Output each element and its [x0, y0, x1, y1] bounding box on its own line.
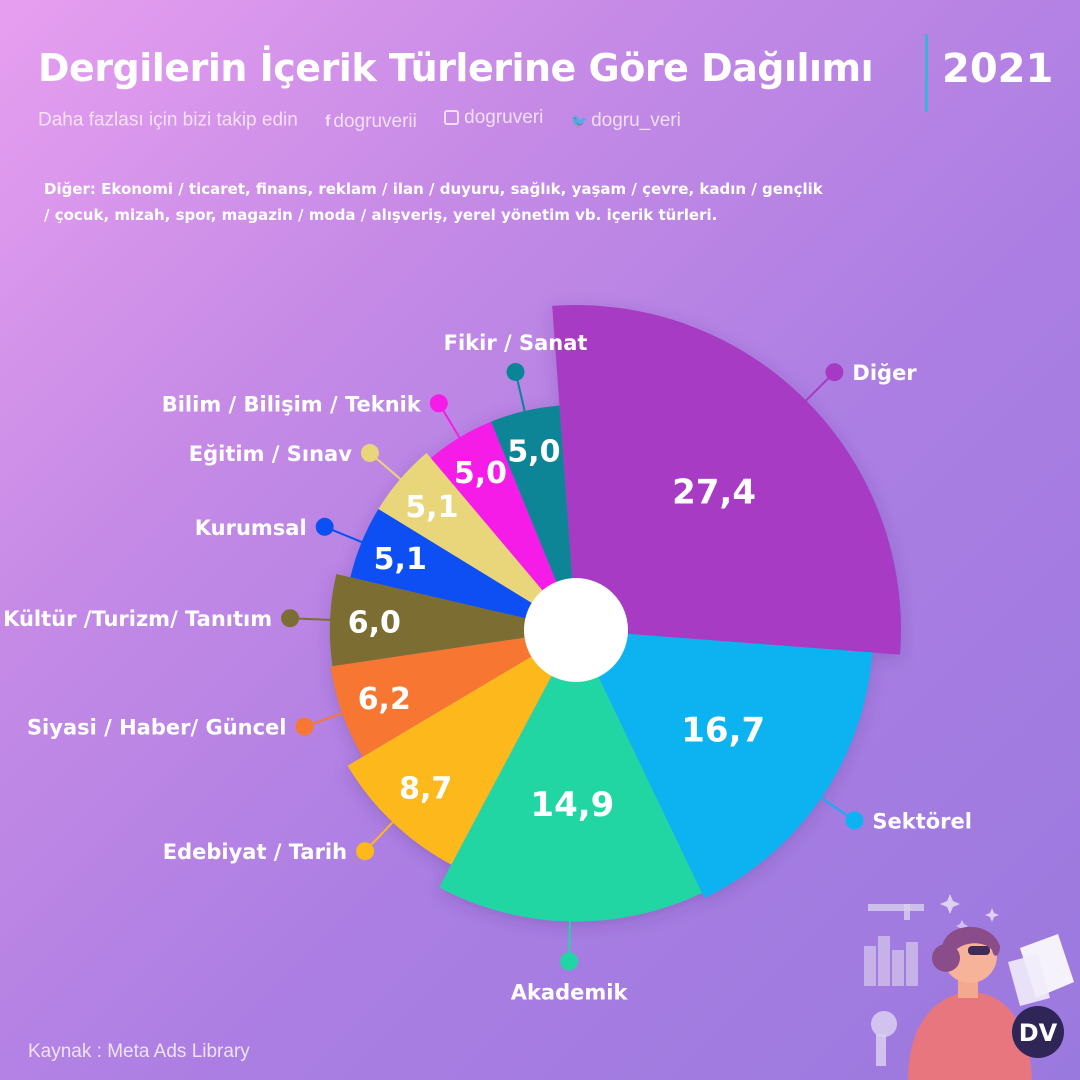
facebook-icon: f	[325, 112, 331, 130]
slice-edebiyat-tarih	[347, 630, 576, 865]
legend-dot-bilim-bili-im-teknik	[429, 394, 448, 413]
value-label-akademik: 14,9	[530, 785, 614, 825]
facebook-link[interactable]: f dogruverii	[325, 111, 417, 133]
other-category-note: Diğer: Ekonomi / ticaret, finans, reklam…	[44, 180, 823, 224]
slice-fikir-sanat	[491, 405, 576, 630]
slice-sekt-rel	[576, 630, 873, 899]
category-label-e-itim-s-nav: Eğitim / Sınav	[189, 442, 352, 466]
legend-dot-e-itim-s-nav	[360, 443, 379, 462]
source-note: Kaynak : Meta Ads Library	[28, 1041, 250, 1062]
value-label-kurumsal: 5,1	[374, 542, 427, 577]
category-label-fikir-sanat: Fikir / Sanat	[444, 331, 588, 355]
value-label-sekt-rel: 16,7	[681, 711, 765, 751]
slice-siyasi-haber-g-ncel	[330, 630, 576, 757]
value-label-k-lt-r-turizm-tan-t-m: 6,0	[348, 606, 401, 641]
facebook-handle: dogruverii	[333, 110, 417, 132]
category-label-edebiyat-tarih: Edebiyat / Tarih	[163, 840, 347, 864]
category-label-bilim-bili-im-teknik: Bilim / Bilişim / Teknik	[162, 392, 422, 416]
value-label-di-er: 27,4	[672, 472, 756, 512]
title-divider	[925, 34, 928, 112]
reader-illustration: DV	[864, 894, 1074, 1080]
chart-center-hole	[524, 578, 628, 682]
legend-dot-edebiyat-tarih	[356, 842, 375, 861]
twitter-link[interactable]: 🐦 dogru_veri	[571, 110, 681, 132]
chart-title: Dergilerin İçerik Türlerine Göre Dağılım…	[38, 46, 874, 90]
value-label-e-itim-s-nav: 5,1	[405, 490, 458, 525]
instagram-link[interactable]: dogruveri	[444, 107, 543, 129]
dv-logo: DV	[1019, 1019, 1058, 1047]
slice-di-er	[552, 305, 901, 655]
legend-dot-k-lt-r-turizm-tan-t-m	[281, 609, 300, 628]
value-label-bilim-bili-im-teknik: 5,0	[454, 456, 507, 491]
instagram-handle: dogruveri	[464, 107, 544, 128]
follow-text: Daha fazlası için bizi takip edin	[38, 109, 298, 131]
slice-e-itim-s-nav	[378, 452, 576, 630]
slice-akademik	[439, 630, 702, 922]
slice-k-lt-r-turizm-tan-t-m	[329, 573, 576, 667]
legend-dot-akademik	[560, 952, 579, 971]
category-label-k-lt-r-turizm-tan-t-m: Kültür /Turizm/ Tanıtım	[3, 607, 272, 631]
slice-kurumsal	[350, 508, 576, 630]
category-label-siyasi-haber-g-ncel: Siyasi / Haber/ Güncel	[27, 716, 287, 740]
category-label-kurumsal: Kurumsal	[195, 516, 307, 540]
follow-row: Daha fazlası için bizi takip edin f dogr…	[38, 107, 681, 133]
legend-dot-di-er	[825, 363, 844, 382]
legend-dot-sekt-rel	[845, 811, 864, 830]
year-label: 2021	[942, 46, 1054, 92]
slice-bilim-bili-im-teknik	[430, 421, 576, 630]
legend-dot-fikir-sanat	[506, 362, 525, 381]
twitter-icon: 🐦	[570, 112, 589, 129]
category-label-akademik: Akademik	[511, 980, 629, 1004]
value-label-fikir-sanat: 5,0	[507, 434, 560, 469]
legend-dot-siyasi-haber-g-ncel	[295, 717, 314, 736]
category-label-di-er: Diğer	[852, 361, 917, 385]
instagram-icon	[444, 109, 460, 125]
value-label-edebiyat-tarih: 8,7	[399, 772, 452, 807]
category-label-sekt-rel: Sektörel	[872, 809, 972, 833]
twitter-handle: dogru_veri	[591, 110, 681, 131]
value-label-siyasi-haber-g-ncel: 6,2	[358, 682, 411, 717]
legend-dot-kurumsal	[315, 517, 334, 536]
